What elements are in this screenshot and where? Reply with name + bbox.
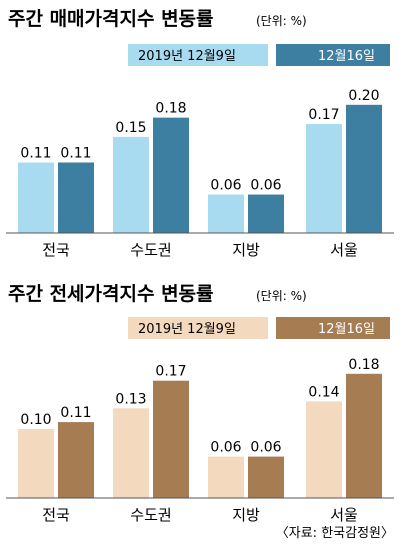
legend-label-sale-1: 12월16일 <box>318 49 375 64</box>
bar-jeonse-2-0 <box>208 456 244 498</box>
chart-unit-sale: (단위: %) <box>256 14 307 28</box>
chart-title-sale: 주간 매매가격지수 변동률 <box>8 8 214 30</box>
category-label-sale-0: 전국 <box>42 241 70 259</box>
chart-unit-jeonse: (단위: %) <box>256 289 307 303</box>
bar-jeonse-1-1 <box>153 380 189 498</box>
bar-sale-3-0 <box>306 124 342 233</box>
value-label-jeonse-2-0: 0.06 <box>210 440 241 456</box>
value-label-jeonse-3-0: 0.14 <box>308 384 339 400</box>
category-label-jeonse-1: 수도권 <box>130 506 171 524</box>
legend-jeonse: 2019년 12월9일 12월16일 <box>128 317 390 339</box>
legend-swatch-jeonse-1 <box>276 317 390 339</box>
value-label-sale-2-0: 0.06 <box>210 178 241 194</box>
value-label-sale-3-1: 0.20 <box>348 88 379 104</box>
bar-jeonse-3-1 <box>346 373 382 498</box>
bar-sale-1-0 <box>113 136 149 233</box>
legend-label-sale-0: 2019년 12월9일 <box>138 49 236 64</box>
value-label-sale-1-0: 0.15 <box>115 120 146 136</box>
legend-swatch-jeonse-0 <box>128 317 268 339</box>
legend-swatch-sale-0 <box>128 44 268 66</box>
category-label-sale-1: 수도권 <box>130 241 171 259</box>
bar-jeonse-0-1 <box>58 422 94 498</box>
value-label-jeonse-0-0: 0.10 <box>20 412 51 428</box>
bar-sale-0-0 <box>18 162 54 233</box>
chart-sale-price: 주간 매매가격지수 변동률 (단위: %) 2019년 12월9일 12월16일… <box>6 8 394 259</box>
legend-label-jeonse-0: 2019년 12월9일 <box>138 322 236 337</box>
category-label-sale-3: 서울 <box>330 241 358 259</box>
value-label-jeonse-1-0: 0.13 <box>115 391 146 407</box>
bar-sale-0-1 <box>58 162 94 233</box>
chart-jeonse-price: 주간 전세가격지수 변동률 (단위: %) 2019년 12월9일 12월16일… <box>6 283 394 524</box>
value-label-sale-1-1: 0.18 <box>155 101 186 117</box>
value-label-sale-2-1: 0.06 <box>250 178 281 194</box>
value-label-jeonse-2-1: 0.06 <box>250 440 281 456</box>
chart-title-jeonse: 주간 전세가격지수 변동률 <box>8 283 214 305</box>
bar-jeonse-1-0 <box>113 408 149 498</box>
category-label-jeonse-0: 전국 <box>42 506 70 524</box>
value-label-sale-3-0: 0.17 <box>308 107 339 123</box>
category-label-jeonse-2: 지방 <box>232 506 260 524</box>
category-label-sale-2: 지방 <box>232 241 260 259</box>
bar-sale-2-0 <box>208 194 244 233</box>
bar-sale-3-1 <box>346 104 382 234</box>
value-label-jeonse-0-1: 0.11 <box>60 405 91 421</box>
bar-jeonse-2-1 <box>248 456 284 498</box>
legend-swatch-sale-1 <box>276 44 390 66</box>
bar-jeonse-0-0 <box>18 429 54 498</box>
bar-sale-1-1 <box>153 117 189 233</box>
bar-sale-2-1 <box>248 194 284 233</box>
bars-sale: 0.11 0.11 전국 0.15 0.18 수도권 0.06 0.06 지방 0.17 0.20 서… <box>18 88 382 259</box>
value-label-jeonse-1-1: 0.17 <box>155 364 186 380</box>
source-note: 〈자료: 한국감정원〉 <box>276 526 394 541</box>
value-label-sale-0-1: 0.11 <box>60 146 91 162</box>
category-label-jeonse-3: 서울 <box>330 506 358 524</box>
legend-sale: 2019년 12월9일 12월16일 <box>128 44 390 66</box>
value-label-jeonse-3-1: 0.18 <box>348 357 379 373</box>
bars-jeonse: 0.10 0.11 전국 0.13 0.17 수도권 0.06 0.06 지방 0.14 0.18 서… <box>18 357 382 524</box>
legend-label-jeonse-1: 12월16일 <box>318 322 375 337</box>
value-label-sale-0-0: 0.11 <box>20 146 51 162</box>
bar-jeonse-3-0 <box>306 401 342 498</box>
